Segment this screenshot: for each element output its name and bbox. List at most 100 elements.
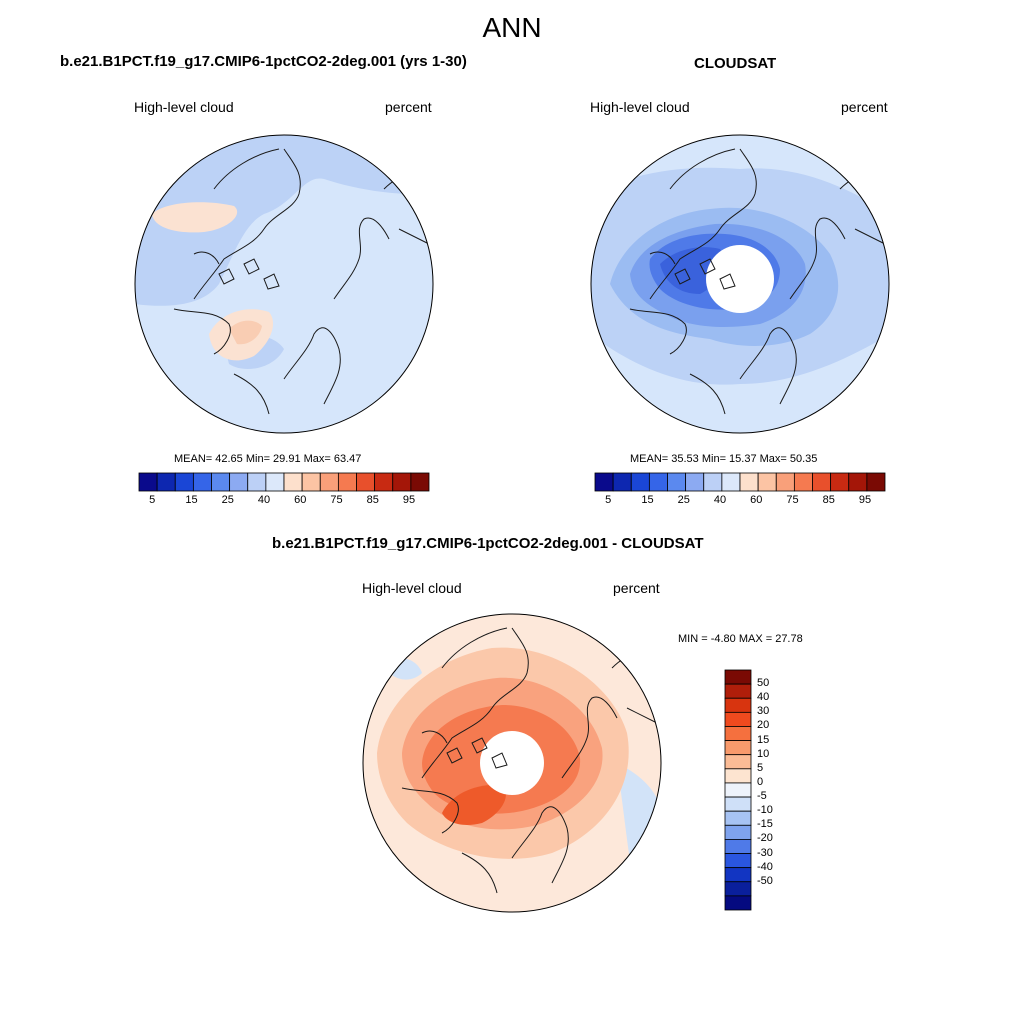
- colorbar-tick: 30: [757, 705, 770, 718]
- colorbar-segment: [724, 683, 752, 699]
- colorbar-segment: [724, 669, 752, 685]
- colorbar-tick: 0: [757, 775, 764, 788]
- colorbar-segment: [247, 472, 267, 492]
- map-border: [362, 613, 662, 913]
- colorbar-segment: [724, 782, 752, 798]
- panel3-stats: MIN = -4.80 MAX = 27.78: [678, 633, 803, 645]
- colorbar-segment: [866, 472, 886, 492]
- colorbar-segment: [685, 472, 705, 492]
- colorbar-segment: [724, 754, 752, 770]
- colorbar-segment: [724, 867, 752, 883]
- panel3-case-title: b.e21.B1PCT.f19_g17.CMIP6-1pctCO2-2deg.0…: [272, 535, 704, 552]
- panel1-units: percent: [385, 99, 432, 115]
- colorbar-segment: [724, 711, 752, 727]
- coastline: [401, 627, 658, 894]
- colorbar-tick: 25: [221, 494, 234, 506]
- colorbar-tick: 5: [757, 761, 764, 774]
- colorbar-segment: [594, 472, 614, 492]
- colorbar-segment: [337, 472, 357, 492]
- colorbar-segment: [724, 853, 752, 869]
- colorbar-tick: 40: [257, 494, 271, 506]
- colorbar-tick: 85: [366, 494, 379, 506]
- colorbar-segment: [192, 472, 212, 492]
- positive-diff-core: [442, 784, 506, 825]
- colorbar-segment: [830, 472, 850, 492]
- colorbar-tick: 50: [757, 677, 770, 690]
- colorbar-segment: [724, 895, 752, 911]
- colorbar-tick: -50: [757, 874, 773, 887]
- map-border: [134, 134, 434, 434]
- colorbar-segment: [724, 824, 752, 840]
- panel2-case-title: CLOUDSAT: [694, 55, 777, 72]
- panel2-variable: High-level cloud: [590, 99, 690, 115]
- colorbar-tick: -20: [757, 832, 773, 845]
- colorbar-segment: [812, 472, 832, 492]
- colorbar-tick: 10: [757, 747, 770, 760]
- colorbar-tick: 40: [713, 494, 727, 506]
- colorbar-segment: [211, 472, 231, 492]
- panel2-polar-map: [590, 134, 890, 434]
- colorbar-segment: [301, 472, 321, 492]
- panel3-variable: High-level cloud: [362, 580, 462, 596]
- panel1-polar-map: [134, 134, 434, 434]
- colorbar-tick: -10: [757, 804, 773, 817]
- colorbar-tick: 15: [185, 494, 198, 506]
- colorbar-segment: [410, 472, 430, 492]
- colorbar-segment: [630, 472, 650, 492]
- colorbar-segment: [724, 740, 752, 756]
- colorbar-segment: [374, 472, 394, 492]
- lower-cloud-core: [229, 320, 262, 345]
- colorbar-segment: [283, 472, 303, 492]
- polar-data-hole: [706, 245, 774, 313]
- colorbar-tick: 5: [605, 494, 612, 506]
- colorbar-tick: 5: [149, 494, 156, 506]
- colorbar-tick: -30: [757, 846, 773, 859]
- colorbar-tick: -5: [757, 790, 767, 803]
- panel1-stats: MEAN= 42.65 Min= 29.91 Max= 63.47: [174, 453, 362, 465]
- panel3-units: percent: [613, 580, 660, 596]
- colorbar-tick: -40: [757, 860, 773, 873]
- lower-cloud-region: [152, 202, 238, 233]
- colorbar-segment: [739, 472, 759, 492]
- colorbar-segment: [174, 472, 194, 492]
- figure-title: ANN: [482, 12, 542, 43]
- polar-data-hole: [480, 731, 544, 795]
- panel2-colorbar: [594, 472, 886, 492]
- colorbar-segment: [724, 810, 752, 826]
- higher-cloud-region: [135, 135, 433, 306]
- panel1-colorbar-ticks: 5 15 25 40 60 75 85 95: [139, 494, 429, 508]
- colorbar-segment: [724, 697, 752, 713]
- coastline: [173, 148, 430, 415]
- panel2-stats: MEAN= 35.53 Min= 15.37 Max= 50.35: [630, 453, 818, 465]
- colorbar-segment: [724, 881, 752, 897]
- colorbar-segment: [356, 472, 376, 492]
- colorbar-segment: [229, 472, 249, 492]
- colorbar-segment: [319, 472, 339, 492]
- colorbar-segment: [667, 472, 687, 492]
- colorbar-segment: [848, 472, 868, 492]
- panel2-units: percent: [841, 99, 888, 115]
- panel1-variable: High-level cloud: [134, 99, 234, 115]
- colorbar-tick: 85: [822, 494, 835, 506]
- colorbar-segment: [724, 796, 752, 812]
- colorbar-tick: 20: [757, 719, 770, 732]
- colorbar-tick: 15: [757, 733, 770, 746]
- colorbar-segment: [775, 472, 795, 492]
- colorbar-segment: [648, 472, 668, 492]
- colorbar-tick: -15: [757, 818, 773, 831]
- coastline: [629, 148, 886, 415]
- colorbar-segment: [721, 472, 741, 492]
- colorbar-segment: [724, 768, 752, 784]
- colorbar-segment: [724, 839, 752, 854]
- colorbar-tick: 95: [858, 494, 872, 506]
- colorbar-segment: [265, 472, 285, 492]
- colorbar-tick: 60: [750, 494, 763, 506]
- colorbar-tick: 75: [786, 494, 799, 506]
- colorbar-tick: 60: [294, 494, 307, 506]
- colorbar-segment: [612, 472, 632, 492]
- panel1-colorbar: [138, 472, 430, 492]
- panel3-colorbar-labels: 50 40 30 20 15 10 5 0 -5 -10 -15 -20 -30…: [757, 670, 797, 910]
- colorbar-segment: [724, 726, 752, 741]
- colorbar-tick: 95: [402, 494, 416, 506]
- colorbar-tick: 75: [330, 494, 343, 506]
